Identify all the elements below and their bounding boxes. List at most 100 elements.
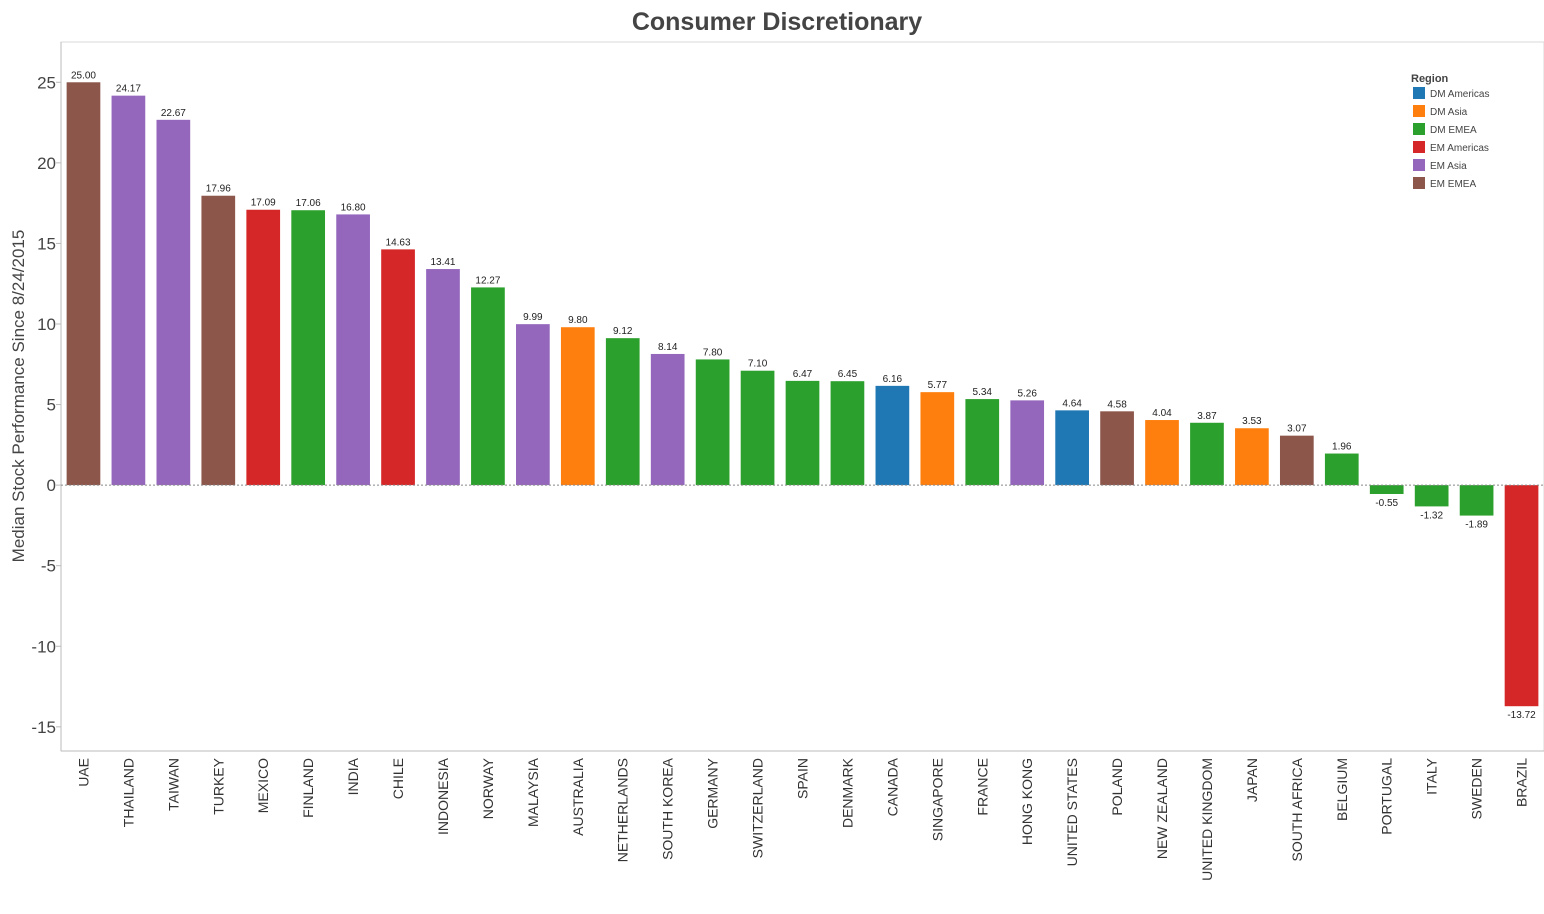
x-tick-label: INDIA [345, 757, 361, 795]
bar [605, 338, 640, 486]
bar [875, 385, 910, 486]
x-tick-label: HONG KONG [1019, 758, 1035, 845]
bar [1369, 485, 1404, 494]
bar [426, 269, 460, 486]
x-tick-label: TAIWAN [165, 758, 181, 811]
data-label: 9.80 [568, 315, 588, 326]
x-tick-label: DENMARK [839, 757, 855, 828]
bar [785, 380, 820, 486]
data-label: -0.55 [1375, 498, 1398, 509]
legend-title: Region [1411, 73, 1449, 85]
bar [156, 119, 191, 486]
x-tick-label: INDONESIA [435, 757, 451, 835]
data-label: -1.89 [1465, 520, 1488, 531]
data-label: 5.34 [973, 387, 993, 398]
legend-label: EM Asia [1430, 161, 1467, 172]
y-tick-label: 15 [37, 234, 56, 253]
x-tick-label: SPAIN [795, 758, 811, 799]
data-label: 4.04 [1152, 408, 1172, 419]
category-labels-group: UAE THAILAND TAIWAN TURKEY MEXICO FINLAND INDI… [75, 757, 1529, 881]
data-label: 6.16 [883, 374, 903, 385]
x-tick-label: GERMANY [705, 757, 721, 828]
data-label: 5.77 [928, 380, 948, 391]
legend-label: DM EMEA [1430, 125, 1477, 136]
x-tick-label: FINLAND [300, 758, 316, 818]
x-tick-label: CANADA [884, 757, 900, 816]
bar [920, 392, 955, 486]
legend-label: EM Americas [1430, 143, 1489, 154]
bar [1055, 410, 1089, 486]
x-tick-label: TURKEY [210, 757, 226, 814]
bar [1414, 485, 1449, 507]
data-label: 13.41 [430, 257, 455, 268]
x-tick-label: BRAZIL [1514, 758, 1530, 807]
legend: Region DM Americas DM Asia DM EMEA EM Ameri… [1411, 73, 1489, 190]
bar [1459, 485, 1494, 516]
bar [1190, 422, 1224, 486]
y-tick-label: 0 [47, 476, 56, 495]
data-label: 7.80 [703, 347, 723, 358]
y-tick-label: 10 [37, 315, 56, 334]
data-label: 17.96 [206, 184, 231, 195]
x-tick-label: NETHERLANDS [615, 758, 631, 862]
legend-swatch [1413, 159, 1425, 171]
y-tick-label: 20 [37, 154, 56, 173]
bar [740, 370, 775, 486]
x-tick-label: BELGIUM [1334, 758, 1350, 821]
legend-label: DM Americas [1430, 89, 1489, 100]
legend-items: DM Americas DM Asia DM EMEA EM Americas EM A… [1413, 87, 1489, 190]
data-label: 7.10 [748, 359, 768, 370]
bar [1504, 485, 1539, 707]
data-label: 4.58 [1107, 399, 1127, 410]
chart-title: Consumer Discretionary [631, 8, 923, 36]
x-tick-label: UNITED KINGDOM [1199, 758, 1215, 881]
value-labels-group: 25.00 24.17 22.67 17.96 17.09 17.06 16.80 14.63… [71, 70, 1536, 721]
data-label: -1.32 [1420, 510, 1443, 521]
y-tick-label: -10 [31, 637, 56, 656]
x-tick-label: MALAYSIA [525, 757, 541, 827]
bar [1324, 453, 1359, 486]
x-tick-label: UAE [75, 758, 91, 787]
bar [650, 353, 685, 486]
bars-group [66, 82, 1539, 707]
data-label: -13.72 [1507, 710, 1536, 721]
x-tick-label: FRANCE [974, 758, 990, 816]
data-label: 3.07 [1287, 424, 1307, 435]
data-label: 3.87 [1197, 411, 1217, 422]
data-label: 9.99 [523, 312, 543, 323]
bar [830, 381, 865, 486]
data-label: 6.47 [793, 369, 813, 380]
bar [965, 399, 1000, 486]
data-label: 14.63 [386, 237, 411, 248]
x-tick-label: SWITZERLAND [750, 758, 766, 858]
bar [516, 324, 550, 486]
x-tick-label: MEXICO [255, 758, 271, 813]
data-label: 24.17 [116, 84, 141, 95]
y-tick-label: 5 [47, 396, 56, 415]
data-label: 5.26 [1017, 388, 1037, 399]
data-label: 25.00 [71, 70, 96, 81]
x-tick-label: JAPAN [1244, 758, 1260, 802]
x-tick-label: AUSTRALIA [570, 757, 586, 835]
data-label: 17.06 [296, 198, 321, 209]
x-tick-label: CHILE [390, 758, 406, 799]
y-tick-label: 25 [37, 73, 56, 92]
bar [471, 287, 505, 486]
data-label: 6.45 [838, 369, 858, 380]
legend-label: EM EMEA [1430, 179, 1476, 190]
legend-label: DM Asia [1430, 107, 1468, 118]
x-tick-label: SOUTH AFRICA [1289, 757, 1305, 861]
bar [695, 359, 730, 486]
y-axis-title: Median Stock Performance Since 8/24/2015 [9, 230, 28, 563]
bar [381, 249, 415, 486]
bar [1279, 435, 1314, 486]
data-label: 1.96 [1332, 442, 1352, 453]
data-label: 12.27 [475, 275, 500, 286]
data-label: 4.64 [1062, 398, 1082, 409]
legend-swatch [1413, 177, 1425, 189]
x-tick-label: UNITED STATES [1064, 758, 1080, 866]
legend-swatch [1413, 87, 1425, 99]
bar [336, 214, 370, 486]
x-tick-label: PORTUGAL [1379, 758, 1395, 835]
